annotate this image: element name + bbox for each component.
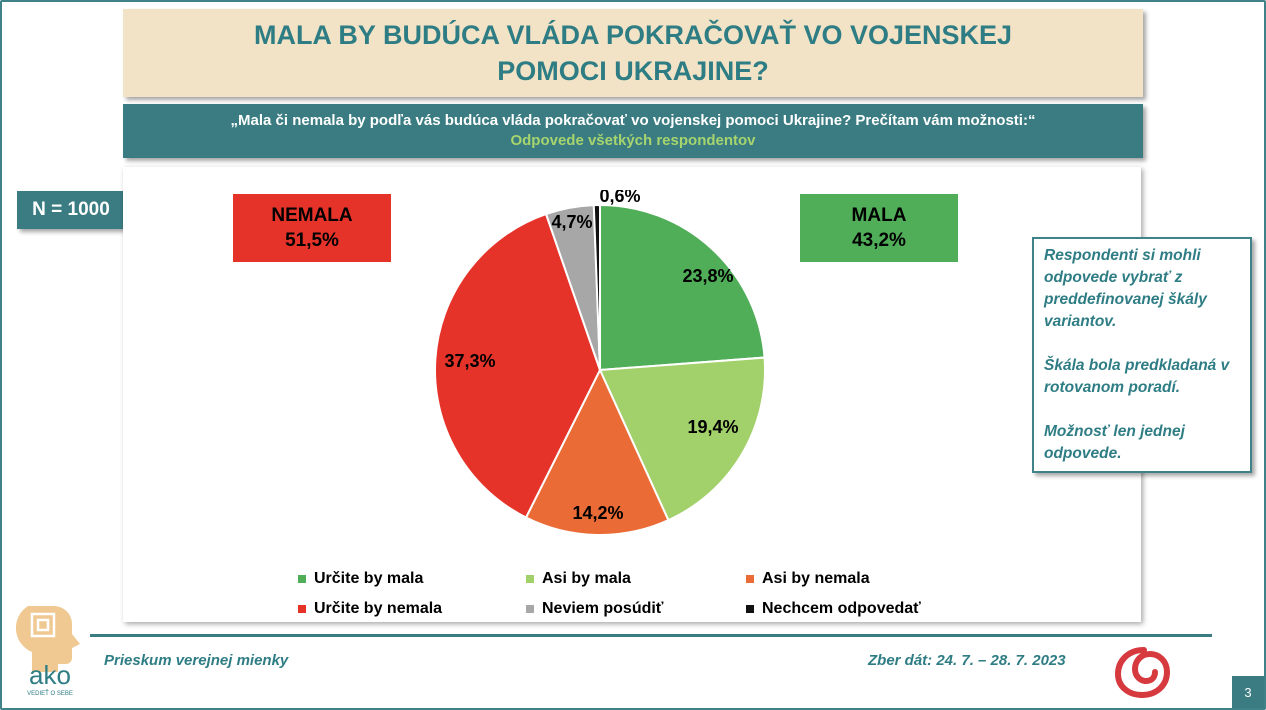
page-number: 3: [1232, 676, 1264, 708]
pie-data-label-3: 37,3%: [444, 351, 495, 371]
swirl-logo: [1115, 647, 1171, 698]
pie-data-label-0: 23,8%: [682, 266, 733, 286]
note-paragraph-2: Škála bola predkladaná v rotovanom porad…: [1044, 357, 1230, 396]
mala-value: 43,2%: [852, 230, 906, 251]
legend-label-4: Neviem posúdiť: [542, 600, 664, 617]
legend-item-2: Asi by nemala: [746, 570, 870, 588]
pie-data-label-5: 0,6%: [599, 190, 640, 206]
question-subtitle: Odpovede všetkých respondentov: [510, 132, 756, 149]
legend-label-5: Nechcem odpovedať: [762, 600, 921, 617]
nemala-label: NEMALA: [271, 205, 353, 226]
legend-label-2: Asi by nemala: [762, 570, 870, 587]
legend-item-0: Určite by mala: [298, 570, 423, 588]
mala-label: MALA: [851, 205, 907, 226]
legend-item-4: Neviem posúdiť: [526, 600, 663, 618]
nemala-value: 51,5%: [285, 230, 339, 251]
pie-slice-5: [592, 203, 601, 371]
footer-divider: [90, 634, 1212, 637]
legend-swatch-3: [298, 605, 306, 613]
ako-logo: ako VEDIEŤ O SEBE: [15, 606, 80, 697]
pie-data-label-4: 4,7%: [551, 212, 592, 232]
mala-total-box: MALA 43,2%: [800, 194, 958, 262]
pie-slice-2: [524, 367, 670, 536]
note-paragraph-1: Respondenti si mohli odpovede vybrať z p…: [1044, 247, 1207, 330]
pie-data-label-2: 14,2%: [572, 503, 623, 523]
ako-logo-text: ako: [29, 660, 71, 690]
legend-item-5: Nechcem odpovedať: [746, 600, 921, 618]
chart-legend: Určite by mala Asi by mala Asi by nemala Ur…: [298, 570, 978, 622]
pie-chart: 23,8% 19,4% 14,2% 37,3% 4,7% 0,6%: [434, 190, 766, 536]
legend-item-1: Asi by mala: [526, 570, 631, 588]
legend-swatch-4: [526, 605, 534, 613]
question-text: „Mala či nemala by podľa vás budúca vlád…: [230, 112, 1036, 129]
footer-survey-name: Prieskum verejnej mienky: [104, 652, 289, 669]
legend-swatch-1: [526, 575, 534, 583]
note-paragraph-3: Možnosť len jednej odpovede.: [1044, 423, 1185, 462]
nemala-total-box: NEMALA 51,5%: [233, 194, 391, 262]
legend-swatch-5: [746, 605, 754, 613]
legend-item-3: Určite by nemala: [298, 600, 442, 618]
pie-slice-3: [434, 212, 602, 519]
legend-label-1: Asi by mala: [542, 570, 631, 587]
footer-collection-dates: Zber dát: 24. 7. – 28. 7. 2023: [868, 652, 1066, 669]
legend-swatch-2: [746, 575, 754, 583]
question-banner: „Mala či nemala by podľa vás budúca vlád…: [123, 104, 1143, 158]
pie-slice-0: [599, 203, 766, 372]
pie-slice-1: [598, 356, 766, 522]
methodology-note: Respondenti si mohli odpovede vybrať z p…: [1032, 237, 1252, 473]
legend-swatch-0: [298, 575, 306, 583]
sample-size-badge: N = 1000: [17, 191, 125, 229]
legend-label-3: Určite by nemala: [314, 600, 443, 617]
ako-logo-tagline: VEDIEŤ O SEBE: [27, 689, 73, 697]
legend-label-0: Určite by mala: [314, 570, 424, 587]
slide-title: MALA BY BUDÚCA VLÁDA POKRAČOVAŤ VO VOJEN…: [123, 9, 1143, 97]
pie-data-label-1: 19,4%: [687, 417, 738, 437]
